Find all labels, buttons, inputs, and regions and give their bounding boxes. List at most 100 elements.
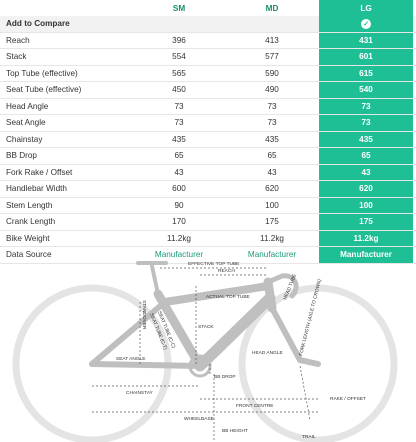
spec-row: Fork Rake / Offset 43 43 43 — [0, 164, 416, 181]
spec-value-lg: 601 — [319, 49, 413, 65]
spec-row: BB Drop 65 65 65 — [0, 148, 416, 165]
spec-label: Stem Length — [6, 200, 53, 210]
spec-value-md: 577 — [265, 52, 279, 62]
spec-row: Stem Length 90 100 100 — [0, 197, 416, 214]
label-bb-drop: BB DROP — [214, 374, 236, 380]
spec-value-md: 590 — [265, 68, 279, 78]
spec-row: Data Source Manufacturer Manufacturer Manuf… — [0, 247, 416, 264]
spec-value-md: 490 — [265, 85, 279, 95]
label-actual-top-tube: ACTUAL TOP TUBE — [206, 294, 250, 300]
spec-label: Seat Tube (effective) — [6, 85, 82, 95]
spec-value-sm: 170 — [172, 217, 186, 227]
spec-label: BB Drop — [6, 151, 37, 161]
spec-label: Fork Rake / Offset — [6, 167, 73, 177]
label-front-centre: FRONT CENTRE — [236, 403, 274, 409]
spec-value-lg: 620 — [319, 181, 413, 197]
spec-label: Reach — [6, 35, 30, 45]
spec-value-sm: 435 — [172, 134, 186, 144]
label-wheelbase: WHEELBASE — [184, 416, 214, 422]
spec-value-lg: 540 — [319, 82, 413, 98]
size-header-lg[interactable]: LG — [319, 0, 413, 16]
spec-row: Reach 396 413 431 — [0, 32, 416, 49]
spec-value-sm: 73 — [174, 118, 184, 128]
bike-frame — [89, 261, 321, 372]
spec-value-sm: 554 — [172, 52, 186, 62]
spec-value-md: 73 — [267, 118, 277, 128]
check-icon: ✓ — [361, 18, 371, 29]
compare-sm-toggle[interactable] — [132, 16, 226, 32]
spec-value-md: 65 — [267, 151, 277, 161]
compare-lg-toggle[interactable]: ✓ — [319, 16, 413, 32]
spec-value-sm: 11.2kg — [167, 233, 191, 243]
spec-value-sm: 450 — [172, 85, 186, 95]
geometry-diagram: EFFECTIVE TOP TUBE REACH ACTUAL TOP TUBE… — [0, 236, 416, 442]
dimension-lines — [92, 267, 318, 440]
spec-label: Stack — [6, 52, 27, 62]
compare-md-toggle[interactable] — [225, 16, 319, 32]
label-stack: STACK — [198, 324, 214, 330]
spec-label: Handlebar Width — [6, 184, 67, 194]
label-trail: TRAIL — [302, 434, 316, 440]
front-wheel — [238, 284, 398, 442]
spec-value-md: 435 — [265, 134, 279, 144]
spec-value-sm: 65 — [174, 151, 184, 161]
spec-value-sm[interactable]: Manufacturer — [154, 250, 204, 260]
spec-label: Head Angle — [6, 101, 49, 111]
spec-value-sm: 396 — [172, 35, 186, 45]
spec-label: Bike Weight — [6, 233, 50, 243]
spec-value-lg: 73 — [319, 98, 413, 114]
spec-value-sm: 565 — [172, 68, 186, 78]
spec-label: Chainstay — [6, 134, 43, 144]
spec-label: Top Tube (effective) — [6, 68, 78, 78]
spec-value-sm: 73 — [174, 101, 184, 111]
spec-row: Bike Weight 11.2kg 11.2kg 11.2kg — [0, 230, 416, 247]
spec-value-sm: 90 — [174, 200, 184, 210]
label-seat-angle: SEAT ANGLE — [116, 356, 145, 362]
add-to-compare-label: Add to Compare — [6, 19, 70, 29]
spec-value-md: 43 — [267, 167, 277, 177]
spec-label: Crank Length — [6, 217, 56, 227]
spec-value-md: 175 — [265, 217, 279, 227]
size-header-sm[interactable]: SM — [172, 3, 186, 13]
spec-row: Stack 554 577 601 — [0, 49, 416, 66]
spec-value-lg: 615 — [319, 65, 413, 81]
spec-value-sm: 43 — [174, 167, 184, 177]
spec-value-lg: 65 — [319, 148, 413, 164]
label-bb-height: BB HEIGHT — [222, 428, 248, 434]
spec-value-lg: 43 — [319, 164, 413, 180]
spec-value-lg[interactable]: Manufacturer — [319, 247, 413, 263]
spec-row: Head Angle 73 73 73 — [0, 98, 416, 115]
label-reach: REACH — [218, 268, 235, 274]
spec-row: Chainstay 435 435 435 — [0, 131, 416, 148]
spec-value-md: 73 — [267, 101, 277, 111]
spec-value-md: 11.2kg — [260, 233, 284, 243]
size-header-row: SM MD LG — [0, 0, 416, 16]
spec-label: Seat Angle — [6, 118, 46, 128]
spec-row: Handlebar Width 600 620 620 — [0, 181, 416, 198]
spec-value-lg: 175 — [319, 214, 413, 230]
spec-value-lg: 11.2kg — [319, 230, 413, 246]
spec-value-md: 413 — [265, 35, 279, 45]
spec-value-lg: 435 — [319, 131, 413, 147]
label-rake-offset: RAKE / OFFSET — [330, 396, 366, 402]
spec-value-lg: 431 — [319, 32, 413, 48]
spec-row: Top Tube (effective) 565 590 615 — [0, 65, 416, 82]
spec-value-md[interactable]: Manufacturer — [247, 250, 297, 260]
spec-value-lg: 100 — [319, 197, 413, 213]
spec-value-lg: 73 — [319, 115, 413, 131]
spec-row: Seat Tube (effective) 450 490 540 — [0, 82, 416, 99]
size-header-md[interactable]: MD — [265, 3, 279, 13]
spec-row: Crank Length 170 175 175 — [0, 214, 416, 231]
label-effective-top-tube: EFFECTIVE TOP TUBE — [188, 261, 239, 267]
bike-geometry-svg: EFFECTIVE TOP TUBE REACH ACTUAL TOP TUBE… — [12, 261, 398, 442]
label-head-angle: HEAD ANGLE — [252, 350, 283, 356]
label-chainstay: CHAINSTAY — [126, 390, 154, 396]
add-to-compare-row: Add to Compare ✓ — [0, 16, 416, 33]
spec-row: Seat Angle 73 73 73 — [0, 115, 416, 132]
spec-value-md: 620 — [265, 184, 279, 194]
spec-label: Data Source — [6, 250, 52, 260]
geometry-table: SM MD LG Add to Compare ✓ Reach 396 413 431… — [0, 0, 416, 264]
spec-value-sm: 600 — [172, 184, 186, 194]
label-standover: STANDOVER — [141, 300, 147, 330]
spec-value-md: 100 — [265, 200, 279, 210]
